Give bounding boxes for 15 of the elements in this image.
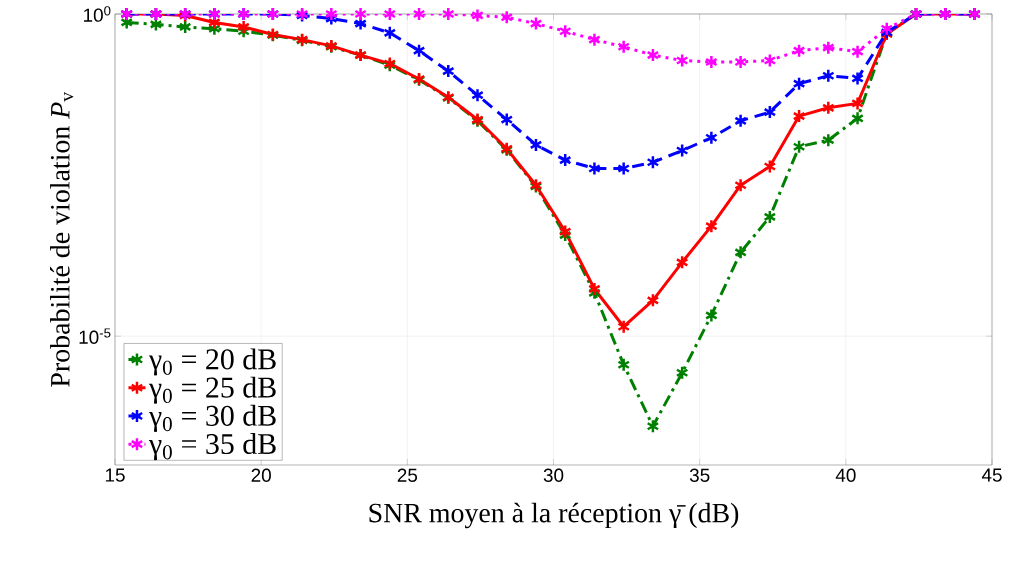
x-tick-label: 30	[543, 468, 564, 482]
y-tick-label: 10$^{0}$	[84, 6, 111, 22]
x-tick-label: 15	[105, 468, 125, 482]
legend-label: γ$_{0}$ = 20 dB	[148, 348, 276, 376]
legend-label: γ$_{0}$ = 30 dB	[148, 404, 276, 432]
x-tick-label: 40	[835, 468, 856, 482]
x-tick-label: 35	[689, 468, 710, 482]
x-tick-label: 20	[251, 468, 271, 482]
y-axis-title: Probabilité de violation P$_{v}$	[50, 91, 74, 387]
y-tick-label: 10$^{-5}$	[79, 328, 111, 344]
legend-label: γ$_{0}$ = 25 dB	[148, 376, 276, 404]
x-tick-label: 25	[397, 468, 418, 482]
x-tick-label: 45	[981, 468, 1002, 482]
legend-label: γ$_{0}$ = 35 dB	[148, 433, 276, 461]
x-axis-title: SNR moyen à la réception γ̄ (dB)	[369, 502, 739, 529]
